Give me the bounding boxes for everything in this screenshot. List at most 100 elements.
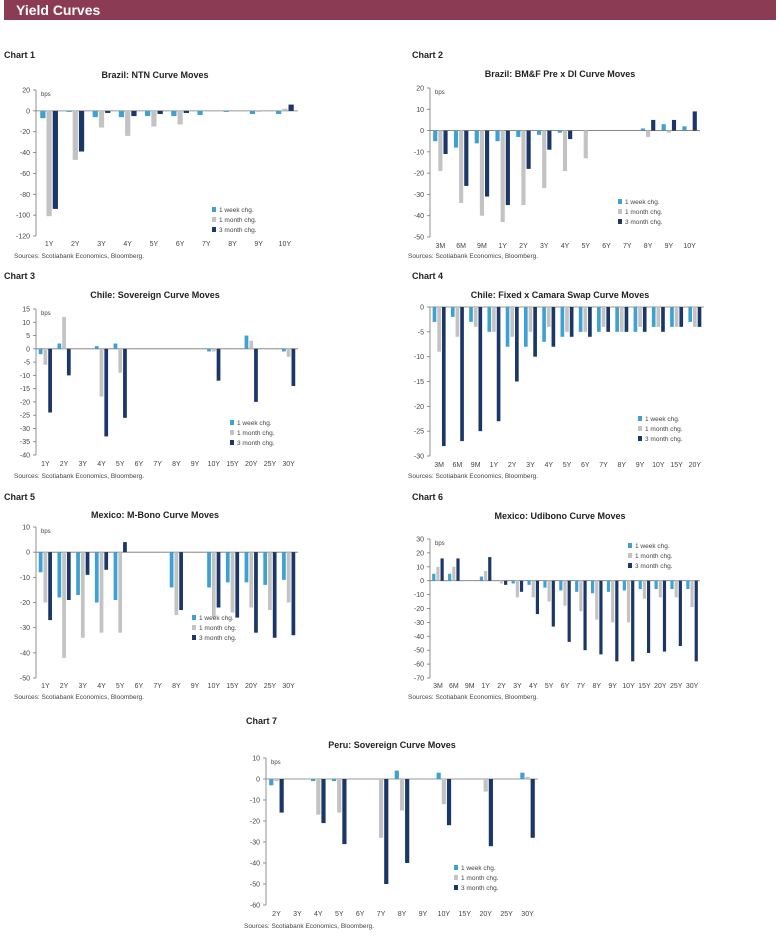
- bar-1Y-3: [48, 348, 52, 413]
- x-tick-label: 2Y: [272, 911, 281, 918]
- y-tick-label: -35: [20, 439, 30, 446]
- bar-9Y-1: [661, 124, 666, 131]
- y-tick-label: -20: [414, 404, 424, 411]
- bar-30Y-3: [530, 779, 535, 838]
- y-tick-label: 10: [252, 756, 260, 763]
- legend-label: 1 month chg.: [219, 217, 257, 224]
- bar-10Y-3: [631, 580, 635, 662]
- y-axis-unit: bps: [41, 311, 51, 317]
- x-tick-label: 8Y: [398, 911, 407, 918]
- legend-label: 3 month chg.: [645, 436, 683, 443]
- x-tick-label: 5Y: [545, 683, 554, 690]
- bar-10Y-1: [622, 580, 626, 591]
- bar-2Y-1: [505, 307, 510, 347]
- legend-label: 3 month chg.: [237, 440, 275, 447]
- y-tick-label: 30: [416, 537, 424, 544]
- bar-30Y-1: [686, 580, 690, 590]
- bar-30Y-1: [520, 772, 525, 779]
- x-tick-label: 3Y: [293, 911, 302, 918]
- bar-4Y-3: [104, 348, 109, 437]
- bar-4Y-1: [542, 307, 546, 342]
- bar-9M-3: [478, 307, 483, 432]
- bar-4Y-2: [562, 130, 568, 172]
- legend-label: 3 month chg.: [199, 635, 237, 642]
- bar-15Y-3: [679, 307, 684, 327]
- bar-2Y-1: [269, 779, 274, 786]
- bar-20Y-2: [658, 580, 662, 598]
- bar-9Y-2: [256, 110, 262, 112]
- bar-1Y-3: [505, 130, 510, 206]
- bar-7Y-1: [575, 580, 579, 592]
- bar-8Y-2: [619, 307, 624, 332]
- bar-5Y-2: [118, 552, 123, 633]
- legend-label: 3 month chg.: [625, 219, 663, 226]
- bar-2Y-2: [62, 316, 66, 349]
- x-tick-label: 2Y: [508, 462, 517, 469]
- x-tick-label: 4Y: [544, 462, 553, 469]
- y-tick-label: -70: [414, 676, 424, 683]
- bar-6Y-1: [171, 110, 177, 117]
- legend-label: 3 month chg.: [219, 227, 257, 234]
- y-tick-label: -40: [250, 861, 260, 868]
- x-tick-label: 5Y: [563, 462, 572, 469]
- x-tick-label: 5Y: [335, 911, 344, 918]
- legend-swatch: [230, 430, 234, 435]
- bar-8Y-3: [651, 119, 656, 131]
- bar-25Y-2: [674, 580, 678, 598]
- chart-title: Mexico: M-Bono Curve Moves: [91, 510, 219, 520]
- bar-15Y-2: [642, 580, 646, 599]
- bar-8Y-3: [179, 552, 183, 611]
- bar-1Y-3: [496, 307, 501, 422]
- bar-20Y-3: [254, 348, 258, 402]
- bar-9Y-3: [671, 119, 677, 131]
- x-tick-label: 30Y: [686, 683, 699, 690]
- x-tick-label: 3Y: [79, 461, 88, 468]
- bar-15Y-2: [230, 552, 235, 613]
- bar-9Y-3: [642, 307, 647, 332]
- bar-6Y-1: [559, 580, 563, 591]
- bar-10Y-3: [288, 104, 294, 111]
- bar-2Y-3: [66, 552, 71, 600]
- y-tick-label: -120: [16, 234, 30, 241]
- bar-3Y-1: [523, 307, 528, 347]
- bar-10Y-2: [211, 552, 216, 618]
- bar-10Y-1: [207, 348, 211, 352]
- section-title: Yield Curves: [16, 2, 101, 18]
- legend-label: 1 week chg.: [219, 207, 254, 214]
- y-tick-label: -60: [20, 171, 30, 178]
- y-tick-label: -15: [414, 379, 424, 386]
- legend-swatch: [454, 875, 458, 880]
- x-tick-label: 5Y: [116, 461, 125, 468]
- bar-8Y-2: [595, 580, 599, 620]
- x-tick-label: 9Y: [419, 911, 428, 918]
- x-tick-label: 6Y: [581, 462, 590, 469]
- bar-9M-1: [474, 130, 479, 144]
- x-tick-label: 3M: [434, 462, 444, 469]
- bar-10Y-2: [282, 108, 288, 111]
- bar-25Y-3: [272, 552, 277, 638]
- y-tick-label: -20: [20, 129, 30, 136]
- legend-label: 1 week chg.: [645, 416, 680, 423]
- y-tick-label: -20: [20, 399, 30, 406]
- bar-3M-3: [440, 558, 444, 581]
- bar-2Y-1: [57, 552, 62, 598]
- bar-3M-3: [443, 130, 448, 154]
- bar-5Y-2: [583, 130, 588, 159]
- bar-3Y-3: [547, 130, 552, 150]
- bar-5Y-1: [331, 779, 337, 782]
- bar-8Y-2: [399, 779, 405, 811]
- y-tick-label: -80: [20, 192, 30, 199]
- bar-2Y-1: [66, 110, 72, 112]
- bar-8Y-1: [169, 552, 174, 588]
- bar-9Y-1: [606, 580, 611, 592]
- bar-4Y-2: [125, 110, 131, 136]
- y-tick-label: -40: [414, 213, 424, 220]
- bar-9Y-1: [249, 110, 256, 114]
- bar-15Y-1: [670, 307, 674, 327]
- y-tick-label: -50: [250, 882, 260, 889]
- bar-8Y-1: [394, 770, 399, 779]
- x-tick-label: 2Y: [71, 241, 80, 248]
- y-tick-label: -30: [414, 620, 424, 627]
- bar-6Y-1: [578, 307, 583, 332]
- bar-2Y-1: [57, 343, 62, 349]
